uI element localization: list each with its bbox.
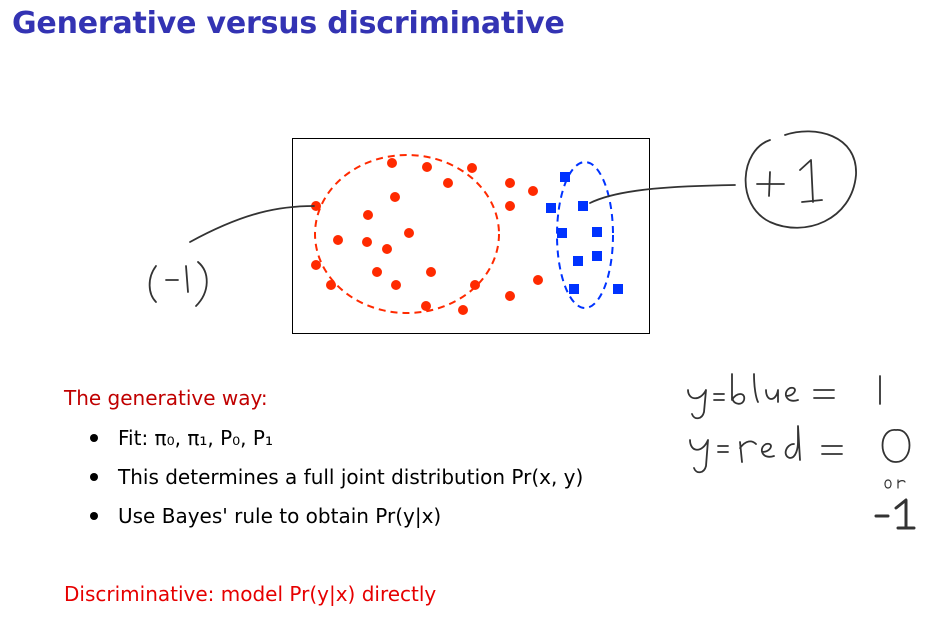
bullet-icon	[90, 473, 98, 481]
red-dot-icon	[505, 201, 515, 211]
blue-cluster-ellipse	[556, 161, 614, 309]
red-dot-icon	[387, 158, 397, 168]
red-cluster-ellipse	[314, 154, 500, 314]
bullet-text: This determines a full joint distributio…	[118, 465, 584, 489]
red-dot-icon	[362, 237, 372, 247]
handwritten-y-blue-equals-1	[687, 373, 881, 420]
blue-square-icon	[546, 203, 556, 213]
red-dot-icon	[505, 178, 515, 188]
handwritten-circle	[744, 130, 857, 229]
red-dot-icon	[470, 280, 480, 290]
red-dot-icon	[404, 228, 414, 238]
bullet-icon	[90, 512, 98, 520]
red-dot-icon	[382, 244, 392, 254]
blue-square-icon	[560, 172, 570, 182]
slide-title: Generative versus discriminative	[12, 6, 565, 41]
blue-square-icon	[592, 251, 602, 261]
blue-square-icon	[573, 256, 583, 266]
bullet-item: Use Bayes' rule to obtain Pr(y|x)	[88, 502, 583, 541]
scatter-diagram	[292, 138, 650, 334]
red-dot-icon	[333, 235, 343, 245]
handwritten-or	[884, 479, 906, 489]
red-dot-icon	[505, 291, 515, 301]
red-dot-icon	[422, 162, 432, 172]
scatter-plot	[311, 154, 623, 315]
red-dot-icon	[326, 280, 336, 290]
bullet-text: Fit: π₀, π₁, P₀, P₁	[118, 426, 273, 450]
red-dot-icon	[311, 201, 321, 211]
blue-square-icon	[569, 284, 579, 294]
blue-square-icon	[592, 227, 602, 237]
discriminative-heading: Discriminative: model Pr(y|x) directly	[64, 582, 437, 606]
red-dot-icon	[533, 275, 543, 285]
red-dot-icon	[426, 267, 436, 277]
red-dot-icon	[443, 178, 453, 188]
red-dot-icon	[390, 192, 400, 202]
blue-square-icon	[613, 284, 623, 294]
handwritten-minus-one	[148, 261, 208, 307]
bullet-icon	[90, 434, 98, 442]
generative-heading: The generative way:	[64, 386, 268, 410]
red-dot-icon	[528, 186, 538, 196]
red-dot-icon	[372, 267, 382, 277]
blue-square-icon	[557, 228, 567, 238]
bullet-text: Use Bayes' rule to obtain Pr(y|x)	[118, 504, 442, 528]
red-dot-icon	[421, 301, 431, 311]
red-dot-icon	[311, 260, 321, 270]
handwritten-minus-one-alt	[874, 498, 916, 530]
blue-square-icon	[578, 201, 588, 211]
handwritten-plus-one	[756, 159, 823, 203]
bullet-item: Fit: π₀, π₁, P₀, P₁	[88, 424, 583, 463]
red-dot-icon	[363, 210, 373, 220]
handwritten-y-red-equals-0	[689, 425, 911, 474]
red-dot-icon	[391, 280, 401, 290]
red-dot-icon	[467, 163, 477, 173]
red-dot-icon	[458, 305, 468, 315]
bullet-item: This determines a full joint distributio…	[88, 463, 583, 502]
generative-bullet-list: Fit: π₀, π₁, P₀, P₁ This determines a fu…	[88, 424, 583, 541]
